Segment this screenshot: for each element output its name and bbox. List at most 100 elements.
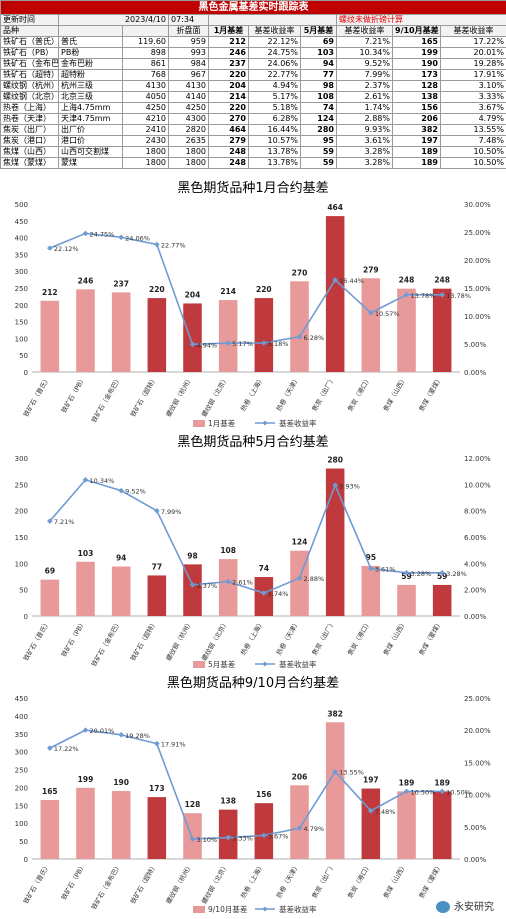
- table-cell: 95: [300, 135, 337, 147]
- table-cell: 13.78%: [248, 146, 301, 158]
- line-point: [368, 808, 374, 814]
- bar-label: 248: [399, 276, 415, 285]
- table-cell: 3.33%: [440, 91, 506, 103]
- line-point-label: 10.34%: [90, 477, 115, 485]
- table-cell: 22.12%: [248, 36, 301, 48]
- bar: [361, 565, 381, 616]
- table-cell: 2430: [122, 135, 169, 147]
- table-cell: 2.88%: [336, 113, 393, 125]
- line-point-label: 19.28%: [125, 732, 150, 740]
- bar-label: 197: [363, 776, 379, 785]
- header-cell: 基差收益率: [248, 25, 301, 37]
- y-tick-label: 350: [15, 731, 28, 739]
- table-cell: 214: [208, 91, 249, 103]
- y-tick-label: 50: [19, 587, 28, 595]
- x-tick-label: 铁矿石（普氏）: [21, 862, 52, 906]
- x-tick-label: 热卷（天津）: [274, 862, 301, 900]
- x-tick-label: 热卷（天津）: [274, 375, 301, 413]
- legend-bar-swatch: [193, 420, 205, 427]
- table-row: 焦炭（港口） 港口价 2430 2635 279 10.57% 95 3.61% 197 7.48…: [0, 135, 506, 147]
- table-cell: 189: [392, 157, 441, 169]
- table-cell: 124: [300, 113, 337, 125]
- header-cell: 5月基差: [300, 25, 337, 37]
- x-tick-label: 螺纹钢（北京）: [199, 619, 230, 663]
- line-point-label: 24.06%: [125, 234, 150, 242]
- y-tick-label: 150: [15, 319, 28, 327]
- legend-bar-swatch: [193, 661, 205, 668]
- y-right-tick-label: 20.00%: [464, 727, 491, 735]
- table-cell: 4.79%: [440, 113, 506, 125]
- x-tick-label: 螺纹钢（北京）: [199, 375, 230, 419]
- line-point-label: 7.21%: [54, 518, 75, 526]
- x-tick-label: 焦炭（港口）: [345, 375, 372, 413]
- legend-line-label: 基差收益率: [279, 904, 317, 914]
- table-cell: 4250: [168, 102, 209, 114]
- bar-label: 124: [292, 538, 308, 547]
- y-tick-label: 300: [15, 749, 28, 757]
- header-cell: 基差收益率: [440, 25, 506, 37]
- table-cell: 197: [392, 135, 441, 147]
- table-cell: 4130: [168, 80, 209, 92]
- table-header-row: 品种 折盘面 1月基差 基差收益率 5月基差 基差收益率 9/10月基差 基差收益率: [0, 25, 506, 37]
- line-point: [189, 581, 196, 588]
- table-cell: 热卷（天津）: [0, 113, 59, 125]
- table-cell: 蒙煤: [58, 157, 123, 169]
- line-point-label: 7.48%: [375, 808, 396, 816]
- line-point: [439, 570, 445, 576]
- legend-bar-label: 9/10月基差: [208, 904, 248, 914]
- line-point: [154, 740, 160, 747]
- table-row: 螺纹钢（杭州） 杭州三级 4130 4130 204 4.94% 98 2.37% 128 3.1…: [0, 80, 506, 92]
- table-cell: 156: [392, 102, 441, 114]
- legend-line-marker: [262, 906, 268, 912]
- table-cell: 热卷（上海）: [0, 102, 59, 114]
- header-cell: 基差收益率: [336, 25, 393, 37]
- table-cell: 焦炭（出厂）: [0, 124, 59, 136]
- table-cell: 59: [300, 146, 337, 158]
- table-cell: 5.17%: [248, 91, 301, 103]
- line-point-label: 7.99%: [161, 508, 182, 516]
- table-cell: 138: [392, 91, 441, 103]
- update-date: 2023/4/10: [58, 14, 169, 26]
- series-line: [49, 729, 443, 840]
- table-cell: 246: [208, 47, 249, 59]
- table-row: 螺纹钢（北京） 北京三级 4050 4140 214 5.17% 108 2.61% 138 3.…: [0, 91, 506, 103]
- table-cell: 焦煤（蒙煤）: [0, 157, 59, 169]
- bar-label: 220: [149, 285, 165, 294]
- y-tick-label: 300: [15, 268, 28, 276]
- line-point-label: 5.17%: [232, 340, 253, 348]
- table-note: 螺纹未做折磅计算: [336, 14, 506, 26]
- bar: [325, 216, 345, 372]
- legend-line-label: 基差收益率: [279, 659, 317, 669]
- bar: [432, 288, 452, 372]
- table-cell: 22.77%: [248, 69, 301, 81]
- x-tick-label: 螺纹钢（北京）: [199, 862, 230, 906]
- bar-label: 59: [437, 572, 447, 581]
- bar-label: 108: [220, 546, 236, 555]
- x-tick-label: 螺纹钢（杭州）: [164, 619, 195, 663]
- line-point-label: 4.79%: [304, 825, 325, 833]
- chart-title: 黑色期货品种5月合约基差: [177, 434, 328, 450]
- y-right-tick-label: 15.00%: [464, 759, 491, 767]
- line-point: [225, 340, 231, 346]
- table-cell: 天津4.75mm: [58, 113, 123, 125]
- y-right-tick-label: 5.00%: [464, 341, 487, 349]
- y-tick-label: 100: [15, 560, 28, 568]
- table-cell: 13.78%: [248, 157, 301, 169]
- table-cell: 212: [208, 36, 249, 48]
- table-cell: 984: [168, 58, 209, 70]
- table-cell: 山西可交割煤: [58, 146, 123, 158]
- x-tick-label: 热卷（上海）: [238, 375, 265, 413]
- bar-label: 279: [363, 265, 379, 274]
- bar-label: 138: [220, 797, 236, 806]
- y-tick-label: 500: [15, 201, 28, 209]
- table-cell: 7.99%: [336, 69, 393, 81]
- x-tick-label: 焦炭（出厂）: [310, 862, 337, 900]
- bar: [183, 303, 202, 372]
- table-cell: 967: [168, 69, 209, 81]
- y-tick-label: 100: [15, 820, 28, 828]
- line-point-label: 3.61%: [375, 565, 396, 573]
- line-point-label: 1.74%: [268, 590, 289, 598]
- table-cell: 103: [300, 47, 337, 59]
- y-tick-label: 350: [15, 251, 28, 259]
- table-cell: 220: [208, 102, 249, 114]
